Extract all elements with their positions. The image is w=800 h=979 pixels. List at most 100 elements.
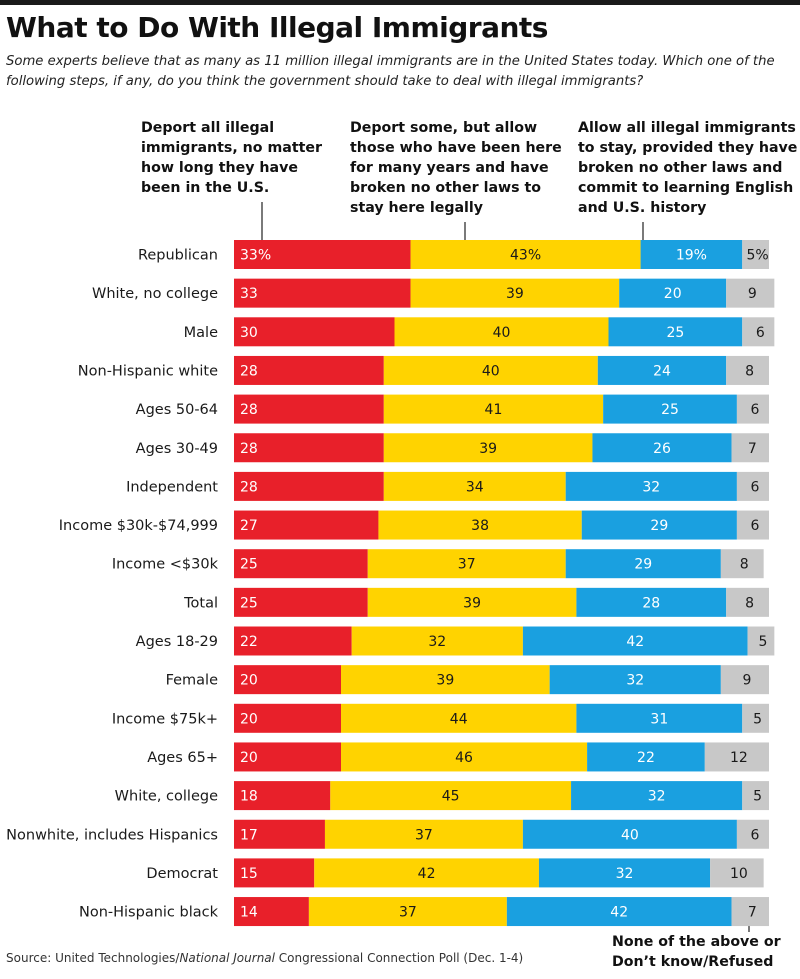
value-label-none-democrat: 10 bbox=[730, 866, 748, 882]
value-label-deport-all-non-hispanic-black: 14 bbox=[240, 905, 258, 921]
value-label-allow-all-democrat: 32 bbox=[616, 866, 634, 882]
value-label-allow-all-ages-18-29: 42 bbox=[626, 634, 644, 650]
value-label-allow-all-male: 25 bbox=[666, 325, 684, 341]
chart-title: What to Do With Illegal Immigrants bbox=[6, 11, 548, 44]
bar-none-ages-65 bbox=[704, 742, 769, 772]
value-label-deport-some-ages-65: 46 bbox=[455, 750, 473, 766]
value-label-deport-all-ages-30-49: 28 bbox=[240, 441, 258, 457]
category-label-white-college: White, college bbox=[115, 789, 218, 805]
bar-none-income-30k-74-999 bbox=[736, 510, 769, 540]
value-label-none-ages-18-29: 5 bbox=[759, 634, 768, 650]
value-label-deport-some-white-no-college: 39 bbox=[506, 286, 524, 302]
category-label-non-hispanic-black: Non-Hispanic black bbox=[79, 905, 219, 921]
value-label-deport-all-democrat: 15 bbox=[240, 866, 258, 882]
value-label-deport-some-ages-18-29: 32 bbox=[428, 634, 446, 650]
bar-deport-all-non-hispanic-white bbox=[234, 355, 384, 385]
value-label-deport-all-income-30k-74-999: 27 bbox=[240, 518, 258, 534]
value-label-deport-some-non-hispanic-black: 37 bbox=[399, 905, 417, 921]
value-label-none-total: 8 bbox=[745, 595, 754, 611]
bar-deport-all-female bbox=[234, 665, 341, 695]
bar-allow-all-nonwhite-includes-hispanics bbox=[522, 819, 737, 849]
bar-allow-all-democrat bbox=[538, 858, 711, 888]
source-note: Source: United Technologies/National Jou… bbox=[6, 950, 523, 966]
value-label-deport-some-income-30k-74-999: 38 bbox=[471, 518, 489, 534]
bar-allow-all-income-30k-74-999 bbox=[581, 510, 737, 540]
bar-none-total bbox=[726, 587, 769, 617]
bar-deport-all-non-hispanic-black bbox=[234, 897, 309, 927]
bar-deport-some-income-30k-74-999 bbox=[378, 510, 582, 540]
bar-none-income-30k bbox=[720, 549, 764, 579]
source-suffix: Congressional Connection Poll (Dec. 1-4) bbox=[274, 951, 524, 965]
value-label-none-ages-30-49: 7 bbox=[748, 441, 757, 457]
value-label-deport-some-female: 39 bbox=[436, 673, 454, 689]
bar-allow-all-ages-50-64 bbox=[603, 394, 737, 424]
bar-deport-all-independent bbox=[234, 471, 384, 501]
category-label-income-30k: Income <$30k bbox=[112, 557, 219, 573]
value-label-deport-all-independent: 28 bbox=[240, 479, 258, 495]
value-label-allow-all-total: 28 bbox=[642, 595, 660, 611]
bar-allow-all-non-hispanic-black bbox=[506, 897, 732, 927]
value-label-allow-all-non-hispanic-black: 42 bbox=[610, 905, 628, 921]
legend-deport-all: Deport all illegal immigrants, no matter… bbox=[141, 120, 323, 196]
value-labels: 33% 43% 19% 5% 33 39 20 9 30 40 25 6 28 40 24 8 28 41 25 6 2… bbox=[240, 248, 769, 921]
bar-none-male bbox=[742, 317, 775, 347]
value-label-deport-all-female: 20 bbox=[240, 673, 258, 689]
chart-subtitle: Some experts believe that as many as 11 … bbox=[6, 54, 775, 89]
bar-none-non-hispanic-white bbox=[726, 355, 769, 385]
value-label-allow-all-republican: 19% bbox=[676, 248, 707, 264]
value-label-none-independent: 6 bbox=[750, 479, 759, 495]
value-label-deport-some-male: 40 bbox=[493, 325, 511, 341]
bar-none-ages-30-49 bbox=[731, 433, 769, 463]
value-label-allow-all-income-30k: 29 bbox=[634, 557, 652, 573]
category-label-ages-18-29: Ages 18-29 bbox=[136, 634, 218, 650]
value-label-deport-some-total: 39 bbox=[463, 595, 481, 611]
value-label-allow-all-non-hispanic-white: 24 bbox=[653, 363, 671, 379]
bar-deport-some-white-no-college bbox=[410, 278, 620, 308]
value-label-deport-all-ages-65: 20 bbox=[240, 750, 258, 766]
bar-segments bbox=[234, 240, 775, 927]
value-label-deport-all-nonwhite-includes-hispanics: 17 bbox=[240, 827, 258, 843]
bar-none-income-75k bbox=[742, 703, 769, 733]
value-label-deport-all-total: 25 bbox=[240, 595, 258, 611]
source-publication: National Journal bbox=[179, 951, 275, 965]
value-label-none-non-hispanic-black: 7 bbox=[748, 905, 757, 921]
bar-deport-all-nonwhite-includes-hispanics bbox=[234, 819, 325, 849]
bar-deport-some-republican bbox=[410, 240, 641, 269]
value-label-none-republican: 5% bbox=[747, 248, 769, 264]
bar-deport-some-ages-18-29 bbox=[351, 626, 523, 656]
bar-none-nonwhite-includes-hispanics bbox=[736, 819, 769, 849]
category-label-female: Female bbox=[166, 673, 219, 689]
value-label-deport-some-white-college: 45 bbox=[442, 789, 460, 805]
value-label-deport-all-white-college: 18 bbox=[240, 789, 258, 805]
bar-deport-all-ages-18-29 bbox=[234, 626, 352, 656]
category-labels: Republican White, no college Male Non-Hispa… bbox=[6, 248, 218, 921]
value-label-deport-some-ages-30-49: 39 bbox=[479, 441, 497, 457]
value-label-none-ages-50-64: 6 bbox=[750, 402, 759, 418]
value-label-deport-some-non-hispanic-white: 40 bbox=[482, 363, 500, 379]
value-label-none-income-30k-74-999: 6 bbox=[750, 518, 759, 534]
category-label-ages-65: Ages 65+ bbox=[147, 750, 218, 766]
category-label-income-75k: Income $75k+ bbox=[112, 711, 218, 727]
bar-deport-all-total bbox=[234, 587, 368, 617]
value-label-allow-all-white-no-college: 20 bbox=[664, 286, 682, 302]
top-rule bbox=[0, 0, 800, 5]
bar-deport-some-income-30k bbox=[367, 549, 566, 579]
legend-allow-all: Allow all illegal immigrants to stay, pr… bbox=[578, 120, 798, 216]
bar-none-female bbox=[720, 665, 769, 695]
category-label-non-hispanic-white: Non-Hispanic white bbox=[78, 363, 218, 379]
bar-deport-all-ages-30-49 bbox=[234, 433, 384, 463]
value-label-none-income-30k: 8 bbox=[740, 557, 749, 573]
bar-deport-all-income-30k-74-999 bbox=[234, 510, 379, 540]
bar-allow-all-total bbox=[576, 587, 727, 617]
bar-deport-all-ages-65 bbox=[234, 742, 341, 772]
value-label-none-ages-65: 12 bbox=[730, 750, 748, 766]
bar-deport-some-female bbox=[341, 665, 550, 695]
bar-deport-some-ages-65 bbox=[341, 742, 588, 772]
value-label-deport-all-white-no-college: 33 bbox=[240, 286, 258, 302]
bar-deport-some-non-hispanic-black bbox=[308, 897, 507, 927]
bar-deport-some-independent bbox=[383, 471, 566, 501]
bar-allow-all-ages-30-49 bbox=[592, 433, 732, 463]
source-prefix: Source: United Technologies/ bbox=[6, 951, 180, 965]
bar-deport-some-income-75k bbox=[341, 703, 577, 733]
value-label-deport-some-income-75k: 44 bbox=[450, 711, 468, 727]
